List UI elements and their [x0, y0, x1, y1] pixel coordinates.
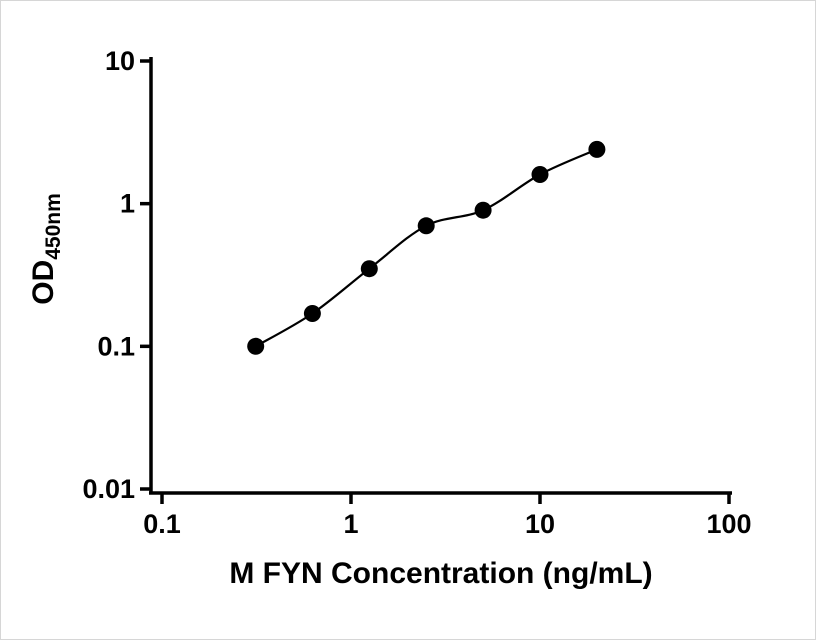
y-axis-title-sub: 450nm	[42, 193, 65, 260]
x-axis-title: M FYN Concentration (ng/mL)	[229, 557, 652, 590]
y-axis-title: OD450nm	[27, 193, 65, 305]
data-point	[588, 140, 606, 158]
data-point	[417, 217, 435, 235]
y-tick-label: 1	[120, 189, 135, 219]
data-point	[531, 166, 549, 183]
y-tick-label: 0.1	[97, 331, 135, 361]
x-tick-label: 100	[706, 509, 751, 539]
data-point	[474, 201, 492, 219]
y-tick-label: 10	[105, 46, 135, 76]
x-tick-label: 0.1	[143, 509, 181, 539]
tick-marks-group: 0.1 1 10 100 0.01 0.1 1 10	[82, 46, 751, 539]
data-points-group	[247, 140, 606, 355]
data-point	[247, 337, 265, 355]
x-tick-label: 10	[525, 509, 555, 539]
y-axis-title-main: OD	[27, 260, 60, 305]
x-tick-label: 1	[343, 509, 358, 539]
y-tick-label: 0.01	[82, 474, 135, 504]
data-point	[303, 305, 321, 322]
data-point	[360, 260, 378, 278]
